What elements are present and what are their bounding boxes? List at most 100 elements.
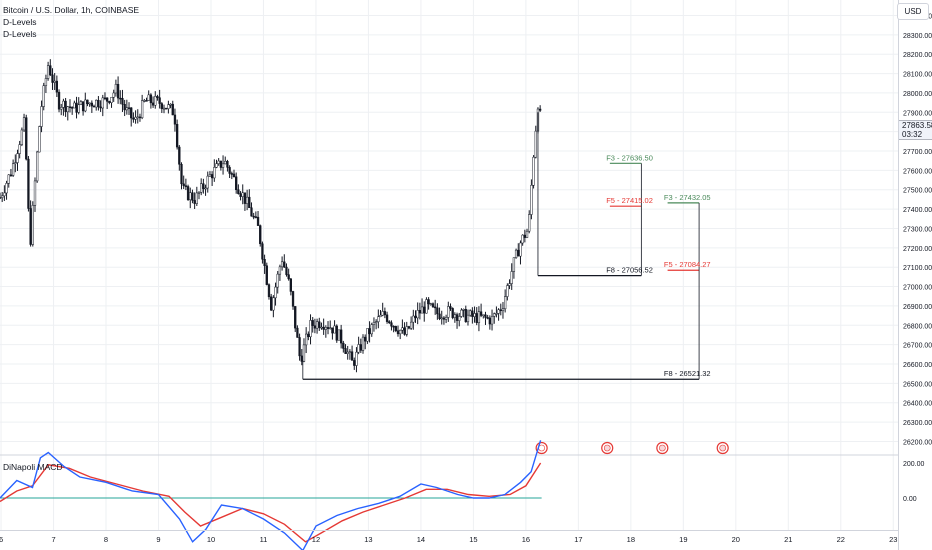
candle-body	[44, 78, 48, 86]
candle-body	[506, 285, 509, 297]
candle-body	[414, 315, 417, 319]
candle-body	[160, 103, 163, 110]
candle-body	[241, 192, 244, 197]
macd-signal-line	[0, 462, 542, 543]
candle-body	[350, 351, 354, 361]
candle-body	[294, 306, 297, 329]
candle-body	[27, 158, 30, 209]
candle-body	[208, 174, 212, 177]
candle-body	[361, 336, 365, 351]
x-tick-label: 18	[627, 535, 635, 544]
candle-body	[342, 342, 345, 349]
macd-indicator-label[interactable]: DiNapoli MACD	[3, 462, 63, 472]
candle-body	[22, 117, 26, 131]
candle-body	[333, 325, 336, 334]
candle-body	[479, 311, 483, 316]
candle-body	[95, 99, 98, 108]
candle-body	[477, 311, 481, 323]
event-flag-icon	[659, 444, 666, 452]
candle-body	[173, 114, 177, 125]
candle-body	[90, 102, 93, 107]
candle-body	[344, 348, 347, 354]
candle-body	[193, 200, 196, 204]
candle-body	[329, 327, 332, 330]
level-f8-label: F8 - 27056.52	[606, 266, 653, 275]
candle-body	[248, 196, 251, 209]
candle-body	[110, 96, 113, 103]
candle-body	[291, 291, 295, 307]
x-tick-label: 16	[522, 535, 530, 544]
x-tick-label: 20	[732, 535, 740, 544]
candle-body	[127, 107, 131, 109]
candle-body	[11, 163, 15, 176]
candle-body	[420, 306, 424, 314]
candle-body	[447, 306, 450, 318]
x-tick-label: 22	[837, 535, 845, 544]
bar-countdown: 03:32	[902, 130, 923, 139]
candle-body	[383, 311, 387, 316]
candle-body	[20, 129, 24, 145]
candle-body	[353, 360, 356, 366]
y-tick-label: 27000.00	[903, 285, 932, 292]
candle-body	[210, 174, 214, 179]
currency-button[interactable]: USD	[897, 3, 929, 20]
candle-body	[377, 316, 380, 322]
x-tick-label: 17	[574, 535, 582, 544]
symbol-title[interactable]: Bitcoin / U.S. Dollar, 1h, COINBASE	[3, 5, 140, 15]
candle-body	[202, 183, 205, 189]
candle-body	[33, 180, 37, 206]
y-tick-label: 27600.00	[903, 168, 932, 175]
x-tick-label: 19	[679, 535, 687, 544]
candle-body	[237, 189, 240, 194]
candle-body	[374, 321, 378, 323]
candle-body	[309, 320, 312, 338]
candle-body	[462, 309, 465, 311]
candle-body	[469, 310, 472, 316]
candle-body	[136, 116, 139, 119]
indicator-label-d-levels-1[interactable]: D-Levels	[3, 17, 37, 27]
candle-body	[114, 83, 118, 94]
candle-body	[51, 74, 54, 83]
candle-body	[81, 101, 85, 112]
y-tick-label: 26500.00	[903, 381, 932, 388]
candle-body	[1, 195, 4, 198]
macd-line	[0, 440, 542, 550]
price-axis[interactable]: 28400.0028300.0028200.0028100.0028000.00…	[903, 13, 932, 446]
event-markers[interactable]	[535, 441, 729, 455]
candle-body	[523, 234, 526, 238]
candle-body	[62, 100, 65, 108]
candle-body	[278, 266, 282, 275]
candle-body	[130, 107, 133, 119]
candle-body	[440, 317, 443, 320]
candle-body	[169, 103, 172, 106]
candle-body	[486, 317, 489, 319]
chart-grid	[0, 0, 898, 530]
candle-body	[525, 230, 529, 238]
candle-body	[521, 234, 524, 244]
last-price: 27863.58	[902, 121, 932, 130]
candle-body	[473, 313, 476, 317]
candle-body	[224, 161, 227, 165]
candle-body	[322, 326, 325, 330]
candle-body	[396, 330, 400, 335]
candle-body	[101, 97, 104, 109]
candle-body	[335, 325, 338, 341]
y-tick-label: 26300.00	[903, 420, 932, 427]
time-axis[interactable]: 6 7 8 9 10 11 12 13 14 15 16 17 18 19 20 21 22 23	[0, 535, 897, 544]
candle-body	[57, 91, 61, 110]
candle-body	[119, 97, 122, 100]
candle-body	[482, 314, 485, 317]
candle-body	[121, 98, 124, 105]
candle-body	[302, 344, 306, 362]
x-tick-label: 23	[889, 535, 897, 544]
indicator-label-d-levels-2[interactable]: D-Levels	[3, 29, 37, 39]
y-tick-label: 27400.00	[903, 207, 932, 214]
y-tick-label: 26600.00	[903, 362, 932, 369]
y-tick-label: 28200.00	[903, 52, 932, 59]
candle-body	[221, 163, 225, 168]
candle-body	[25, 117, 28, 160]
candle-body	[149, 94, 153, 104]
candle-body	[429, 303, 432, 305]
candle-body	[442, 317, 446, 320]
